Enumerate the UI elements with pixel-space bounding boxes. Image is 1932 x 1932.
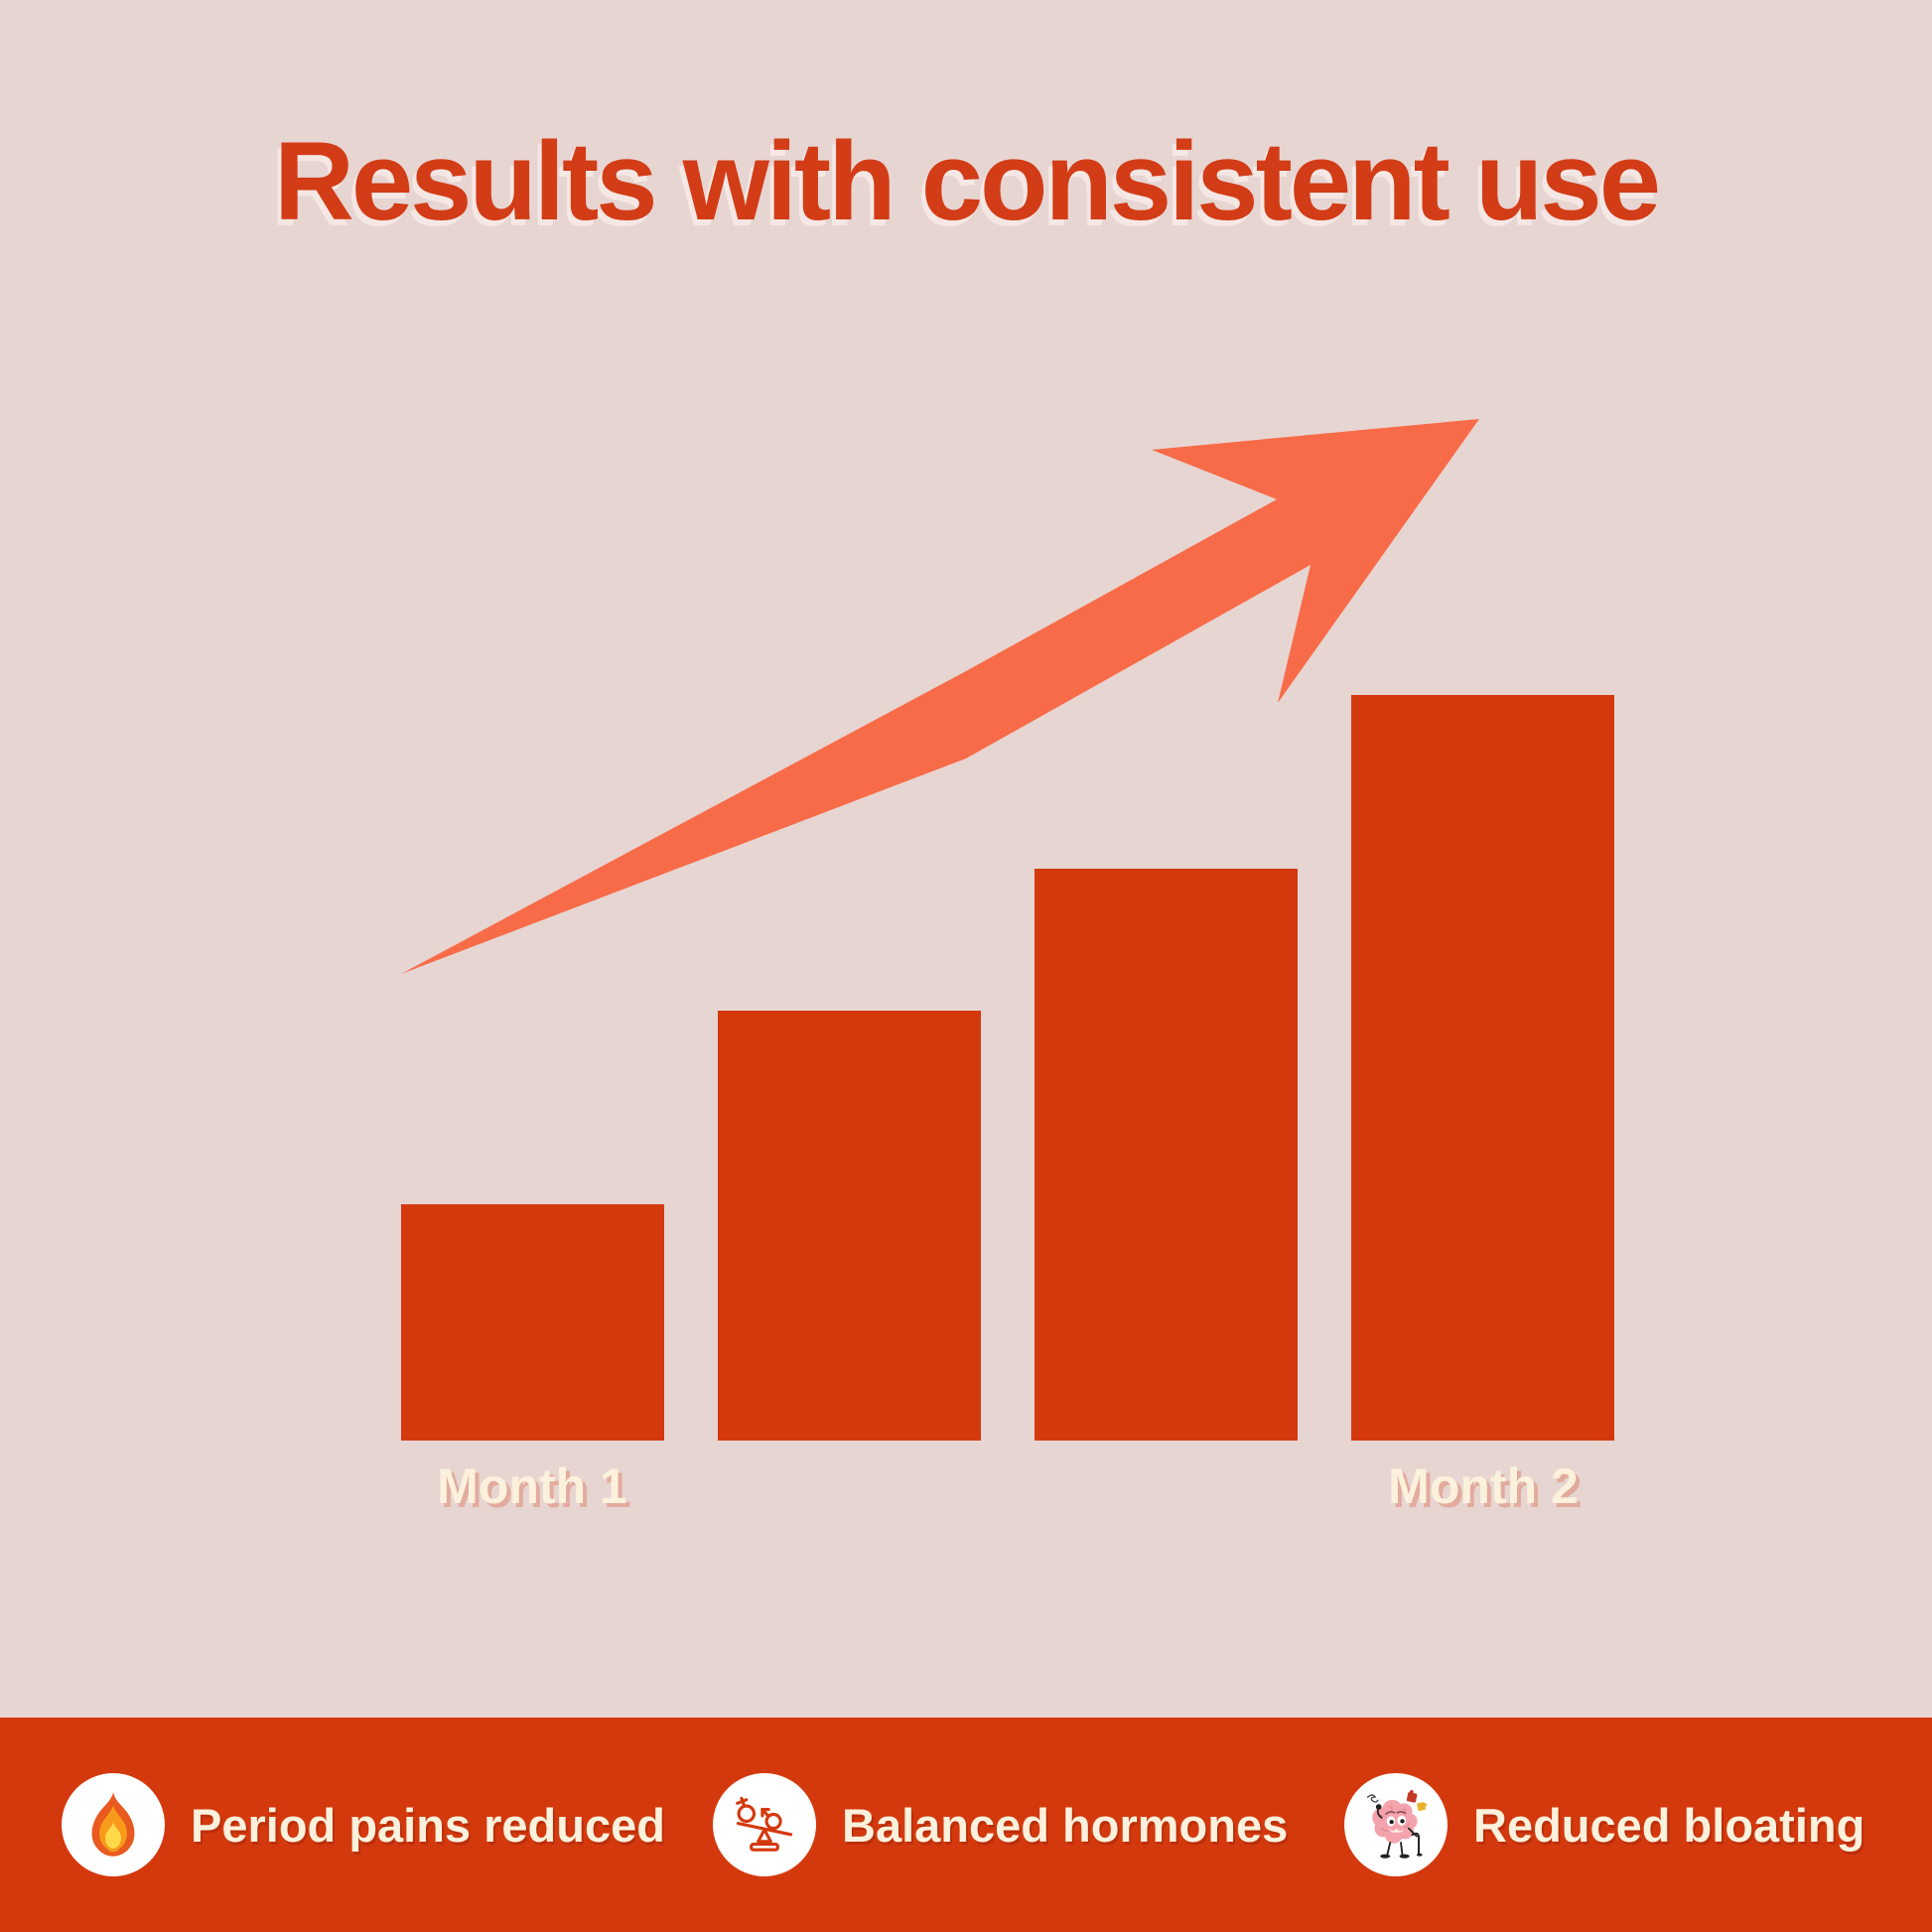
bar-1 xyxy=(401,1204,664,1441)
benefit-label-period-pains: Period pains reduced xyxy=(191,1798,665,1852)
benefit-item-period-pains: Period pains reduced xyxy=(62,1773,665,1876)
trend-arrow-shape xyxy=(401,419,1479,974)
x-label-month-1: Month 1 xyxy=(437,1458,627,1514)
brain-icon xyxy=(1344,1773,1448,1876)
hormone-balance-icon xyxy=(713,1773,816,1876)
benefit-label-bloating: Reduced bloating xyxy=(1473,1798,1865,1852)
fire-icon xyxy=(62,1773,165,1876)
benefit-item-hormones: Balanced hormones xyxy=(713,1773,1288,1876)
bar-2 xyxy=(718,1011,981,1441)
benefit-item-bloating: Reduced bloating xyxy=(1344,1773,1864,1876)
x-label-month-2: Month 2 xyxy=(1388,1458,1579,1514)
benefit-label-hormones: Balanced hormones xyxy=(842,1798,1289,1852)
page-title: Results with consistent use xyxy=(274,119,1661,243)
benefits-banner: Period pains reduced Balanced hormones xyxy=(0,1718,1932,1932)
bar-3 xyxy=(1035,869,1298,1441)
bar-4 xyxy=(1351,695,1614,1441)
